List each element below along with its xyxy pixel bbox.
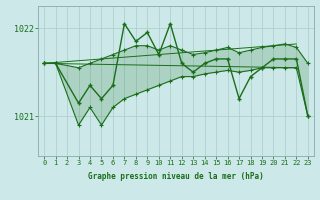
X-axis label: Graphe pression niveau de la mer (hPa): Graphe pression niveau de la mer (hPa) <box>88 172 264 181</box>
